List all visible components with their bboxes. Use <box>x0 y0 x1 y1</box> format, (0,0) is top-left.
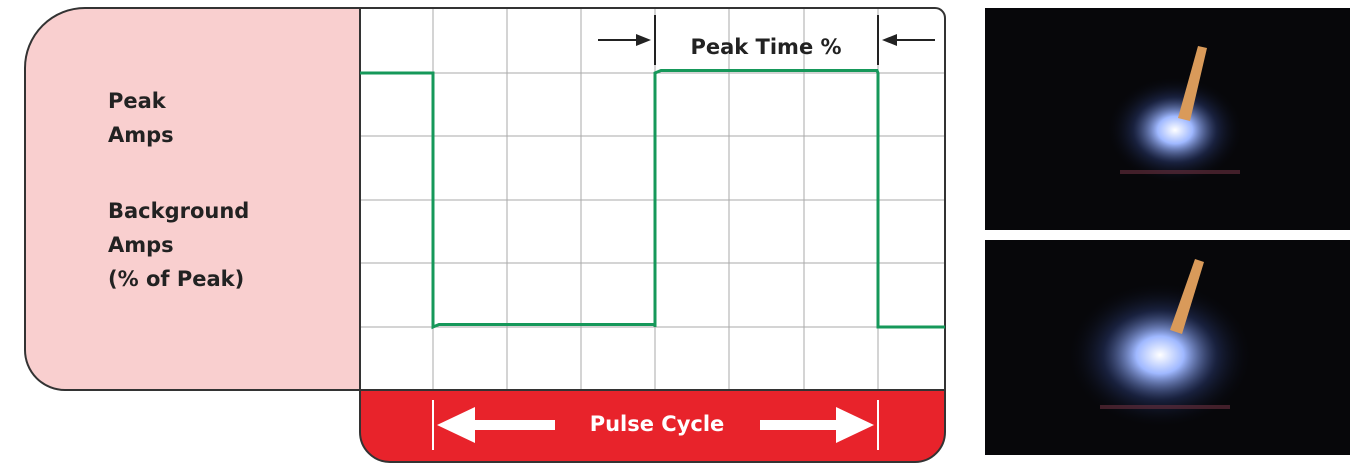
photo <box>985 240 1350 455</box>
photo <box>985 8 1350 230</box>
arrow <box>465 420 555 430</box>
pulse-cycle-label: Pulse Cycle <box>590 412 725 436</box>
arrow-head <box>882 34 897 46</box>
grid-area <box>360 8 945 390</box>
pulse-bar <box>359 389 946 463</box>
label-panel <box>24 7 361 391</box>
arrow-head <box>836 407 874 443</box>
label-line: (% of Peak) <box>108 267 244 291</box>
waveform <box>360 69 945 330</box>
background-label: Background Amps (% of Peak) <box>108 199 249 291</box>
peak-time-label: Peak Time % <box>690 35 841 59</box>
label-line: Peak <box>108 89 167 113</box>
arrow-head <box>437 407 475 443</box>
arrow <box>760 420 850 430</box>
label-line: Amps <box>108 233 174 257</box>
arrow-head <box>636 34 651 46</box>
label-line: Amps <box>108 123 174 147</box>
peak-label: Peak Amps <box>108 89 174 147</box>
label-line: Background <box>108 199 249 223</box>
grid <box>360 8 945 390</box>
